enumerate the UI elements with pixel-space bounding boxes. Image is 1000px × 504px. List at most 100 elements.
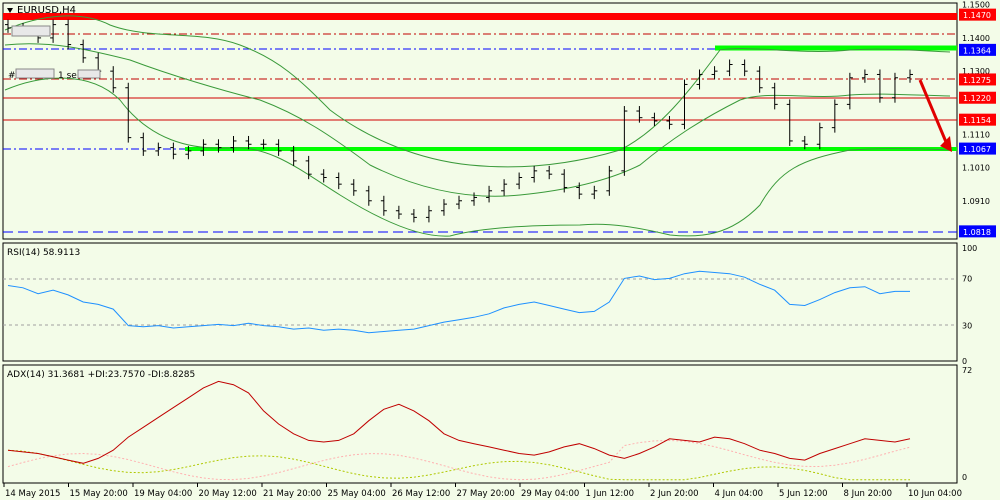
price-bar: [696, 69, 703, 90]
price-bar: [756, 66, 763, 93]
price-bar: [861, 69, 868, 83]
price-tag-label: 1.1154: [963, 116, 991, 125]
price-tag: 1.1154: [959, 113, 996, 126]
price-bar: [831, 99, 838, 133]
time-axis-label: 26 May 12:00: [392, 489, 450, 499]
bollinger-bands: [4, 15, 951, 237]
main-chart-panel[interactable]: [2, 2, 958, 240]
time-axis-label: 15 May 20:00: [70, 489, 128, 499]
price-bar: [771, 82, 778, 110]
price-bar: [546, 165, 553, 180]
price-bar: [380, 195, 387, 216]
price-bar: [275, 139, 282, 156]
price-bar: [816, 122, 823, 150]
price-bar: [501, 179, 508, 196]
time-axis-label: 4 Jun 04:00: [715, 489, 764, 499]
adx-line: [7, 380, 911, 464]
price-axis-label: 1.1010: [962, 164, 990, 173]
price-tag: 1.1067: [959, 142, 996, 155]
price-bar: [681, 79, 688, 130]
minus-di-line: [7, 449, 910, 481]
time-axis-label: 14 May 2015: [5, 489, 60, 499]
trade-label: 1 sell: [58, 71, 82, 81]
price-bar: [591, 185, 598, 200]
price-bar: [155, 142, 162, 156]
price-tag-label: 1.0818: [963, 228, 991, 237]
time-axis-label: 21 May 20:00: [263, 489, 321, 499]
time-axis: 14 May 2015 15 May 20:00 19 May 04:00 20 Ma…: [3, 483, 962, 499]
time-axis-label: 10 Jun 04:00: [908, 489, 962, 499]
price-bar: [456, 195, 462, 210]
price-bar: [5, 19, 11, 33]
time-axis-label: 19 May 04:00: [134, 489, 192, 499]
price-bar: [891, 72, 898, 103]
price-bar: [636, 106, 643, 123]
rsi-panel[interactable]: [2, 242, 958, 362]
bollinger-lower: [4, 77, 951, 237]
price-axis-label: 1.1110: [962, 130, 990, 139]
rsi-axis: 100 70 30 0: [962, 244, 977, 366]
price-bar: [305, 155, 312, 180]
price-bar: [140, 132, 147, 156]
price-bar: [65, 19, 72, 50]
trade-volume-box: [77, 69, 101, 79]
price-bar: [666, 116, 673, 130]
bollinger-upper: [4, 15, 951, 168]
price-bar: [170, 142, 177, 160]
price-bar: [561, 169, 568, 193]
rsi-axis-label: 30: [962, 322, 972, 331]
price-bar: [801, 135, 808, 150]
time-axis-label: 27 May 20:00: [457, 489, 515, 499]
time-axis-label: 5 Jun 12:00: [779, 489, 828, 499]
bollinger-middle: [4, 43, 951, 197]
trade-ticket-box: [15, 68, 55, 79]
price-bar: [486, 185, 493, 203]
price-bar: [440, 199, 447, 216]
price-bar: [741, 59, 748, 77]
chart-title: EURUSD,H4: [17, 5, 76, 16]
adx-panel[interactable]: [2, 364, 958, 484]
price-bar: [876, 69, 883, 103]
chevron-down-icon[interactable]: [7, 8, 13, 13]
key-levels: [3, 13, 957, 233]
price-bar: [110, 66, 117, 93]
price-bar: [200, 139, 207, 156]
price-bars: [5, 19, 913, 223]
price-bar: [185, 145, 192, 160]
forecast-arrow: [918, 79, 952, 152]
price-bar: [516, 172, 523, 190]
price-bar: [245, 135, 252, 150]
order-label-box[interactable]: [11, 25, 51, 37]
adx-axis-label: 72: [962, 366, 972, 375]
price-tag-label: 1.1470: [963, 11, 991, 20]
rsi-axis-label: 0: [962, 357, 967, 366]
time-axis-label: 2 Jun 20:00: [650, 489, 699, 499]
price-bar: [335, 172, 342, 190]
price-bar: [786, 99, 793, 146]
price-bar: [290, 145, 297, 166]
time-axis-label: 29 May 04:00: [521, 489, 579, 499]
price-axis-label: 1.1300: [962, 67, 990, 76]
resistance-zone-1470: [3, 13, 957, 20]
price-bar: [395, 205, 402, 220]
price-bar: [907, 69, 913, 83]
price-tag-label: 1.1364: [963, 46, 991, 55]
trade-label-group[interactable]: # 1 sell: [8, 68, 101, 81]
price-bar: [651, 112, 658, 126]
price-bar: [846, 72, 853, 110]
price-tag: 1.0818: [959, 225, 996, 238]
price-bar: [125, 82, 132, 143]
price-bar: [711, 66, 718, 80]
price-bar: [80, 39, 87, 63]
rsi-axis-label: 70: [962, 274, 972, 283]
price-tag: 1.1275: [959, 73, 996, 86]
adx-axis: 72 0: [962, 366, 972, 482]
price-axis-label: 1.0910: [962, 197, 990, 206]
price-tag: 1.1470: [959, 8, 996, 21]
price-bar: [531, 165, 538, 183]
price-bar: [576, 182, 583, 200]
adx-axis-label: 0: [962, 473, 967, 482]
time-axis-label: 1 Jun 12:00: [586, 489, 635, 499]
price-bar: [215, 139, 222, 153]
